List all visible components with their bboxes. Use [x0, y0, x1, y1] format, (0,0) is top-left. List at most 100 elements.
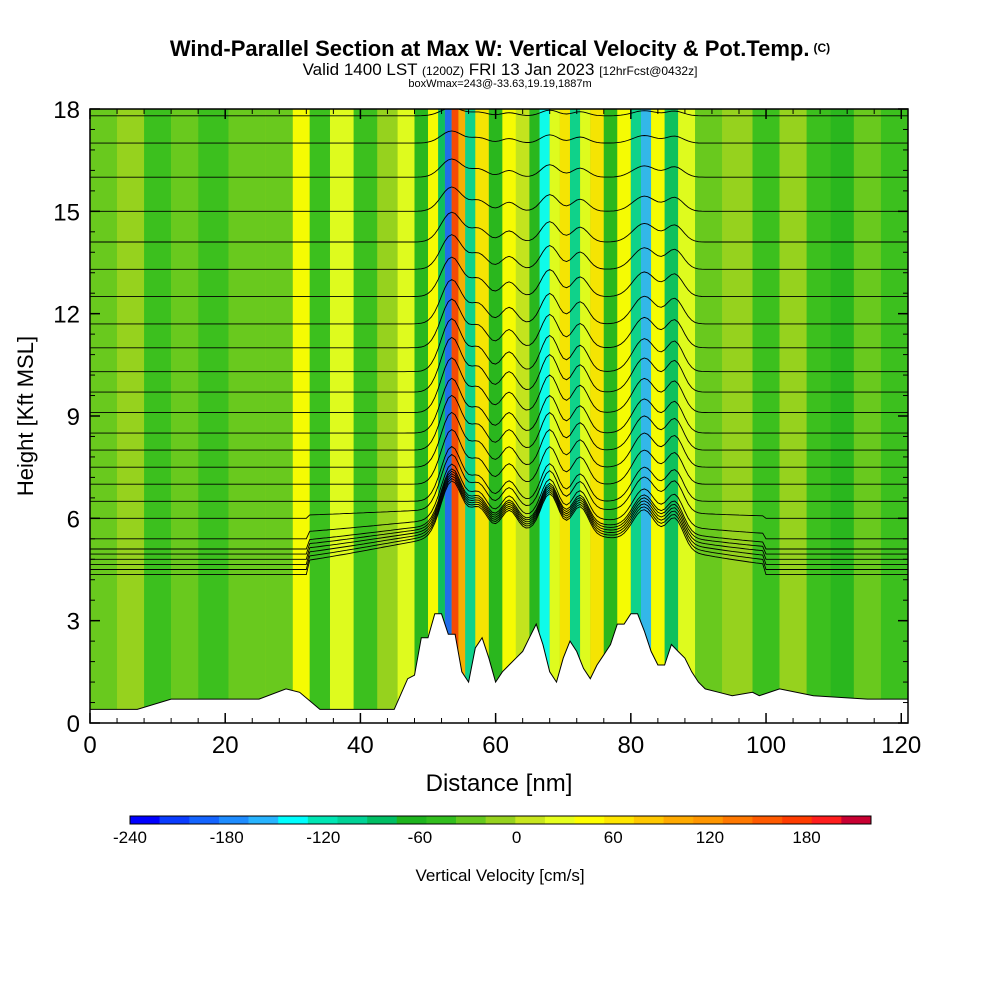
- vertical-velocity-field: [90, 109, 908, 723]
- y-tick-label: 9: [67, 404, 80, 431]
- theta-contour: [90, 473, 908, 560]
- colorbar-tick-label: 60: [604, 828, 623, 847]
- theta-contour: [90, 428, 908, 485]
- x-tick-label: 0: [83, 732, 96, 759]
- colorbar-swatch: [574, 816, 605, 824]
- w-column: [353, 109, 378, 723]
- colorbar-swatch: [456, 816, 486, 824]
- x-tick-label: 100: [746, 732, 786, 759]
- colorbar-tick-label: -240: [113, 828, 147, 847]
- theta-contour: [90, 468, 908, 550]
- w-column: [678, 109, 696, 723]
- w-column: [377, 109, 398, 723]
- w-column: [292, 109, 310, 723]
- w-column: [806, 109, 831, 723]
- colorbar-swatch: [722, 816, 753, 824]
- theta-contour: [90, 453, 908, 519]
- theta-contour: [90, 336, 908, 393]
- w-column: [664, 109, 679, 723]
- colorbar-swatch: [782, 816, 813, 824]
- w-column: [549, 109, 560, 723]
- colorbar-swatch: [633, 816, 664, 824]
- w-column: [329, 109, 354, 723]
- y-tick-label: 18: [53, 97, 80, 124]
- theta-contour: [90, 158, 908, 178]
- w-column: [539, 109, 550, 723]
- x-tick-label: 20: [212, 732, 239, 759]
- colorbar-swatch: [426, 816, 457, 824]
- colorbar-swatch: [337, 816, 368, 824]
- w-column: [465, 109, 476, 723]
- theta-contour: [90, 130, 908, 144]
- w-column: [640, 109, 652, 723]
- w-column: [171, 109, 199, 723]
- w-column: [265, 109, 293, 723]
- y-tick-label: 6: [67, 506, 80, 533]
- theta-contour: [90, 211, 908, 243]
- y-tick-label: 12: [53, 302, 80, 329]
- theta-contour: [90, 411, 908, 468]
- theta-contour: [90, 470, 908, 555]
- w-column: [569, 109, 581, 723]
- colorbar-swatch: [278, 816, 309, 824]
- colorbar-swatch: [218, 816, 249, 824]
- terrain-profile: [89, 613, 909, 724]
- theta-contour: [90, 445, 908, 502]
- w-column: [458, 109, 466, 723]
- w-column: [580, 109, 591, 723]
- theta-contour: [90, 186, 908, 212]
- colorbar-frame: [129, 815, 872, 825]
- theta-contour: [90, 109, 908, 117]
- colorbar-tick-label: 180: [792, 828, 820, 847]
- w-column: [779, 109, 807, 723]
- w-column: [475, 109, 489, 723]
- theta-contour: [90, 256, 908, 298]
- colorbar-swatch: [663, 816, 694, 824]
- colorbar-swatch: [841, 816, 872, 824]
- w-column: [853, 109, 881, 723]
- w-column: [630, 109, 641, 723]
- colorbar-swatch: [485, 816, 516, 824]
- theta-contour: [90, 394, 908, 451]
- x-tick-label: 80: [617, 732, 644, 759]
- theta-contour: [90, 318, 908, 373]
- w-column: [529, 109, 540, 723]
- y-tick-label: 15: [53, 199, 80, 226]
- w-column: [117, 109, 145, 723]
- chart-subtitle: Valid 1400 LST (1200Z) FRI 13 Jan 2023 […: [302, 60, 698, 79]
- w-column: [502, 109, 516, 723]
- y-tick-label: 0: [67, 711, 80, 738]
- theta-contour: [90, 480, 908, 576]
- w-column: [397, 109, 415, 723]
- colorbar-tick-label: 0: [512, 828, 521, 847]
- chart-title: Wind-Parallel Section at Max W: Vertical…: [169, 36, 831, 61]
- y-tick-label: 3: [67, 609, 80, 636]
- w-column: [144, 109, 172, 723]
- colorbar-tick-label: 120: [696, 828, 724, 847]
- x-axis-label: Distance [nm]: [426, 770, 573, 797]
- w-column: [559, 109, 570, 723]
- potential-temperature-contours: [90, 109, 908, 576]
- w-column: [603, 109, 618, 723]
- x-tick-label: 120: [881, 732, 921, 759]
- box-info: boxWmax=243@-33.63,19.19,1887m: [408, 78, 592, 90]
- x-axis: 0 20 40 60 80 100 120: [83, 109, 921, 759]
- colorbar-swatch: [752, 816, 783, 824]
- w-column: [722, 109, 753, 723]
- colorbar-swatch: [693, 816, 724, 824]
- colorbar-swatch: [248, 816, 279, 824]
- colorbar: -240 -180 -120 -60 0 60 120 180: [113, 815, 872, 847]
- x-tick-label: 40: [347, 732, 374, 759]
- w-column: [830, 109, 854, 723]
- theta-contour: [90, 357, 908, 414]
- y-axis-label: Height [Kft MSL]: [13, 336, 38, 496]
- colorbar-swatch: [811, 816, 842, 824]
- w-column: [428, 109, 439, 723]
- w-column: [590, 109, 604, 723]
- colorbar-swatch: [307, 816, 338, 824]
- y-axis: 0 3 6 9 12 15 18: [53, 97, 908, 738]
- colorbar-swatch: [604, 816, 635, 824]
- x-tick-label: 60: [482, 732, 509, 759]
- colorbar-swatch: [396, 816, 427, 824]
